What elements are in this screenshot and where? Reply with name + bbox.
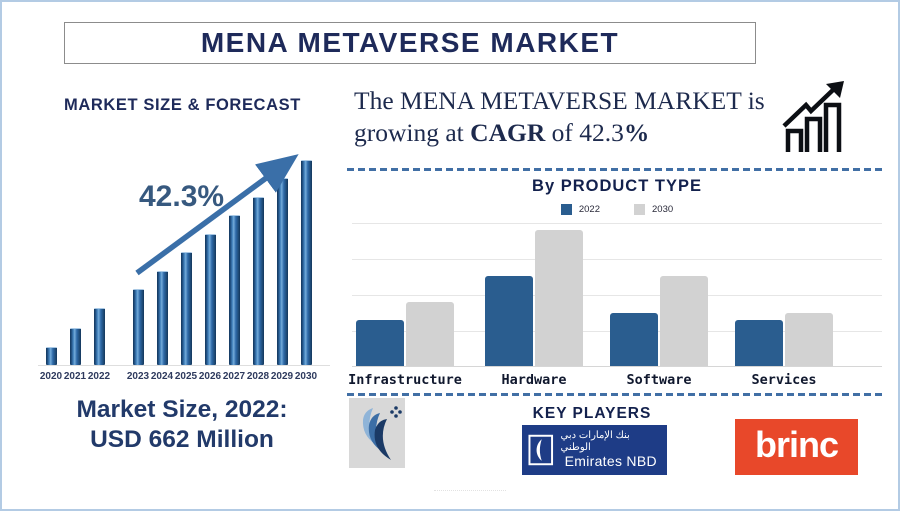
market-size-forecast-heading: MARKET SIZE & FORECAST [64, 96, 301, 114]
product-type-chart [352, 223, 882, 367]
cagr-trend-arrow [135, 154, 299, 276]
brinc-logo: brinc [735, 419, 858, 475]
bar-2027 [228, 215, 240, 365]
year-label-2029: 2029 [270, 371, 294, 382]
product-type-heading: By PRODUCT TYPE [532, 177, 702, 195]
year-label-2024: 2024 [150, 371, 174, 382]
gridline [352, 259, 882, 260]
growth-headline: The MENA METAVERSE MARKET is growing at … [354, 85, 779, 149]
year-label-2025: 2025 [174, 371, 198, 382]
year-label-2022: 2022 [87, 371, 111, 382]
swoosh-company-logo [349, 398, 405, 468]
bar-services-2022 [735, 319, 783, 366]
bar-software-2030 [660, 276, 708, 366]
legend-label-2022: 2022 [578, 204, 600, 215]
bar-hardware-2030 [535, 230, 583, 366]
title-box: MENA METAVERSE MARKET [64, 22, 756, 64]
headline-line1: The MENA METAVERSE MARKET is [354, 86, 765, 115]
headline-line2-pre: growing at [354, 118, 471, 148]
year-bar-group-2023: 2023 [126, 160, 150, 382]
separator-bottom [347, 393, 885, 396]
bar-2030 [300, 160, 312, 365]
headline-line2-mid: of 42.3 [545, 118, 624, 148]
product-label-infrastructure: Infrastructure [348, 372, 462, 388]
product-category-labels: Infrastructure Hardware Software Services [348, 372, 882, 392]
year-bar-group-2025: 2025 [174, 160, 198, 382]
legend-swatch-2022 [560, 204, 572, 215]
bar-2023 [132, 289, 144, 365]
market-size-statement: Market Size, 2022: USD 662 Million [27, 395, 337, 455]
year-chart-baseline [38, 365, 330, 366]
product-label-services: Services [751, 372, 817, 388]
headline-percent: % [623, 118, 650, 148]
year-bar-group-2028: 2028 [246, 160, 270, 382]
legend-label-2030: 2030 [652, 204, 674, 215]
product-chart-legend: 2022 2030 [352, 204, 882, 215]
market-size-forecast-chart: 2020 2021 2022 2023 2024 2025 2026 2027 2028 2029… [39, 160, 329, 382]
year-label-2021: 2021 [63, 371, 87, 382]
headline-cagr: CAGR [470, 118, 546, 148]
year-bar-group-2020: 2020 [39, 160, 63, 382]
product-bar-group-services [735, 312, 833, 366]
gridline [352, 295, 882, 296]
swoosh-logo-icon [362, 406, 402, 460]
emirates-nbd-english-label: Emirates NBD [564, 453, 657, 470]
bar-hardware-2022 [485, 276, 533, 366]
bar-2025 [180, 252, 192, 365]
legend-item-2030: 2030 [634, 204, 673, 215]
year-label-2020: 2020 [39, 371, 63, 382]
product-label-software: Software [626, 372, 692, 388]
legend-item-2022: 2022 [560, 204, 600, 215]
legend-swatch-2030 [634, 204, 645, 215]
year-label-2027: 2027 [222, 371, 246, 382]
cagr-value-label: 42.3% [139, 180, 225, 213]
year-bar-group-2027: 2027 [222, 160, 246, 382]
bar-2020 [45, 346, 57, 365]
bar-2026 [204, 233, 216, 365]
year-bar-group-2026: 2026 [198, 160, 222, 382]
year-bar-group-2022: 2022 [87, 160, 111, 382]
year-bar-group-2024: 2024 [150, 160, 174, 382]
bar-infrastructure-2030 [406, 302, 454, 366]
product-label-hardware: Hardware [501, 372, 567, 388]
year-label-2023: 2023 [126, 371, 150, 382]
key-players-heading: KEY PLAYERS [532, 405, 652, 422]
bar-2028 [252, 196, 264, 365]
product-bar-group-hardware [485, 230, 583, 366]
year-bar-group-2030: 2030 [294, 160, 318, 382]
year-label-2026: 2026 [198, 371, 222, 382]
bar-infrastructure-2022 [356, 319, 404, 366]
year-label-2030: 2030 [294, 371, 318, 382]
product-chart-baseline [352, 366, 882, 367]
product-bar-group-infrastructure [356, 302, 454, 366]
market-size-line1: Market Size, 2022: [76, 396, 288, 423]
emirates-nbd-arabic-label: بنك الإمارات دبي الوطني [560, 430, 630, 453]
emirates-nbd-mark-icon [528, 434, 554, 466]
year-label-2028: 2028 [246, 371, 270, 382]
page-title: MENA METAVERSE MARKET [200, 27, 620, 58]
bar-2024 [156, 270, 168, 365]
growth-trend-icon [782, 81, 844, 152]
brinc-wordmark: brinc [754, 423, 839, 465]
product-bar-group-software [610, 276, 708, 366]
separator-top [347, 168, 885, 171]
market-size-line2: USD 662 Million [90, 425, 274, 453]
bar-2021 [69, 328, 81, 365]
bar-2022 [93, 307, 105, 365]
bar-services-2030 [785, 312, 833, 366]
year-bar-group-2021: 2021 [63, 160, 87, 382]
faded-footer-line [434, 490, 506, 491]
bar-software-2022 [610, 312, 658, 366]
gridline [352, 223, 882, 224]
emirates-nbd-text: بنك الإمارات دبي الوطني Emirates NBD [561, 430, 661, 469]
emirates-nbd-logo: بنك الإمارات دبي الوطني Emirates NBD [522, 425, 667, 475]
